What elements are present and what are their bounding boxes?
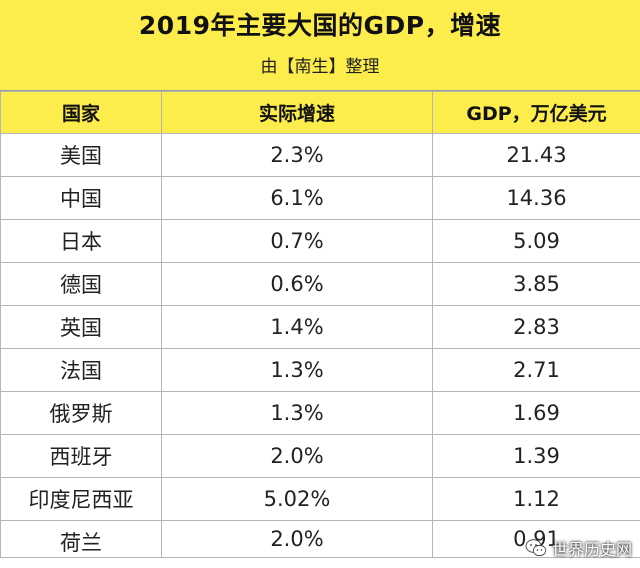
table-row: 日本 0.7% 5.09 <box>0 219 640 263</box>
table-row: 荷兰 2.0% 0.91 <box>0 520 640 558</box>
gdp-cell: 14.36 <box>432 176 640 220</box>
column-header-growth: 实际增速 <box>161 91 433 134</box>
watermark-text: 世界历史网 <box>551 540 632 559</box>
table-row: 美国 2.3% 21.43 <box>0 133 640 177</box>
country-cell: 法国 <box>0 348 162 392</box>
gdp-cell: 2.71 <box>432 348 640 392</box>
gdp-cell: 21.43 <box>432 133 640 177</box>
gdp-cell: 1.12 <box>432 477 640 521</box>
growth-cell: 5.02% <box>161 477 433 521</box>
country-cell: 荷兰 <box>0 520 162 558</box>
table-title: 2019年主要大国的GDP，增速 <box>138 11 502 40</box>
table-row: 俄罗斯 1.3% 1.69 <box>0 391 640 435</box>
country-cell: 中国 <box>0 176 162 220</box>
gdp-table: 国家 实际增速 GDP，万亿美元 美国 2.3% 21.43 中国 6.1% 1… <box>0 91 640 558</box>
table-row: 法国 1.3% 2.71 <box>0 348 640 392</box>
table-subtitle: 由【南生】整理 <box>260 57 380 77</box>
gdp-cell: 3.85 <box>432 262 640 306</box>
country-cell: 俄罗斯 <box>0 391 162 435</box>
country-cell: 德国 <box>0 262 162 306</box>
growth-cell: 0.6% <box>161 262 433 306</box>
country-cell: 英国 <box>0 305 162 349</box>
growth-cell: 6.1% <box>161 176 433 220</box>
country-cell: 美国 <box>0 133 162 177</box>
table-row: 中国 6.1% 14.36 <box>0 176 640 220</box>
gdp-cell: 5.09 <box>432 219 640 263</box>
wechat-icon <box>525 539 547 557</box>
growth-cell: 2.0% <box>161 520 433 558</box>
gdp-cell: 2.83 <box>432 305 640 349</box>
column-header-row: 国家 实际增速 GDP，万亿美元 <box>0 91 640 134</box>
gdp-cell: 1.69 <box>432 391 640 435</box>
column-header-gdp: GDP，万亿美元 <box>432 91 640 134</box>
growth-cell: 1.4% <box>161 305 433 349</box>
column-header-country: 国家 <box>0 91 162 134</box>
growth-cell: 2.0% <box>161 434 433 478</box>
growth-cell: 0.7% <box>161 219 433 263</box>
country-cell: 日本 <box>0 219 162 263</box>
watermark: 世界历史网 <box>525 536 632 560</box>
table-row: 德国 0.6% 3.85 <box>0 262 640 306</box>
table-row: 印度尼西亚 5.02% 1.12 <box>0 477 640 521</box>
growth-cell: 2.3% <box>161 133 433 177</box>
country-cell: 西班牙 <box>0 434 162 478</box>
table-row: 西班牙 2.0% 1.39 <box>0 434 640 478</box>
table-header-banner: 2019年主要大国的GDP，增速 由【南生】整理 <box>0 0 640 91</box>
table-row: 英国 1.4% 2.83 <box>0 305 640 349</box>
gdp-cell: 1.39 <box>432 434 640 478</box>
country-cell: 印度尼西亚 <box>0 477 162 521</box>
growth-cell: 1.3% <box>161 391 433 435</box>
growth-cell: 1.3% <box>161 348 433 392</box>
